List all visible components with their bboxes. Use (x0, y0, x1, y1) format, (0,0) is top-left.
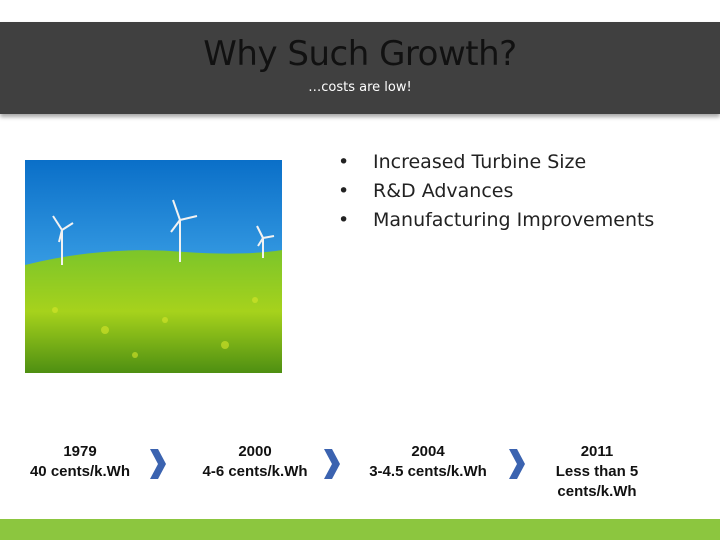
cost: 40 cents/k.Wh (29, 463, 131, 480)
timeline-item: 2000 4-6 cents/k.Wh (185, 442, 325, 482)
timeline-item: 2011 Less than 5 cents/k.Wh (537, 442, 657, 502)
timeline-item: 1979 40 cents/k.Wh (10, 442, 150, 482)
bullet: R&D Advances (338, 177, 654, 206)
title: Why Such Growth? (203, 34, 517, 74)
cost: 3-4.5 cents/k.Wh (369, 463, 487, 480)
chevron-arrow (324, 449, 340, 479)
chevron-arrow (509, 449, 525, 479)
bullet: Manufacturing Improvements (338, 206, 654, 235)
bullet: Increased Turbine Size (338, 148, 654, 177)
year: 1979 (63, 443, 97, 460)
year: 2011 (580, 443, 614, 460)
cost: Less than 5 cents/k.Wh (555, 463, 639, 500)
subtitle: …costs are low! (308, 80, 412, 95)
footer-bar (0, 519, 720, 540)
chevron-arrow (150, 449, 166, 479)
bullet-list: Increased Turbine Size R&D Advances Manu… (338, 148, 654, 235)
wind-farm-photo (25, 160, 282, 373)
header-bar: Why Such Growth? …costs are low! (0, 22, 720, 114)
timeline-item: 2004 3-4.5 cents/k.Wh (358, 442, 498, 482)
cost: 4-6 cents/k.Wh (202, 463, 308, 480)
year: 2000 (238, 443, 272, 460)
year: 2004 (411, 443, 445, 460)
